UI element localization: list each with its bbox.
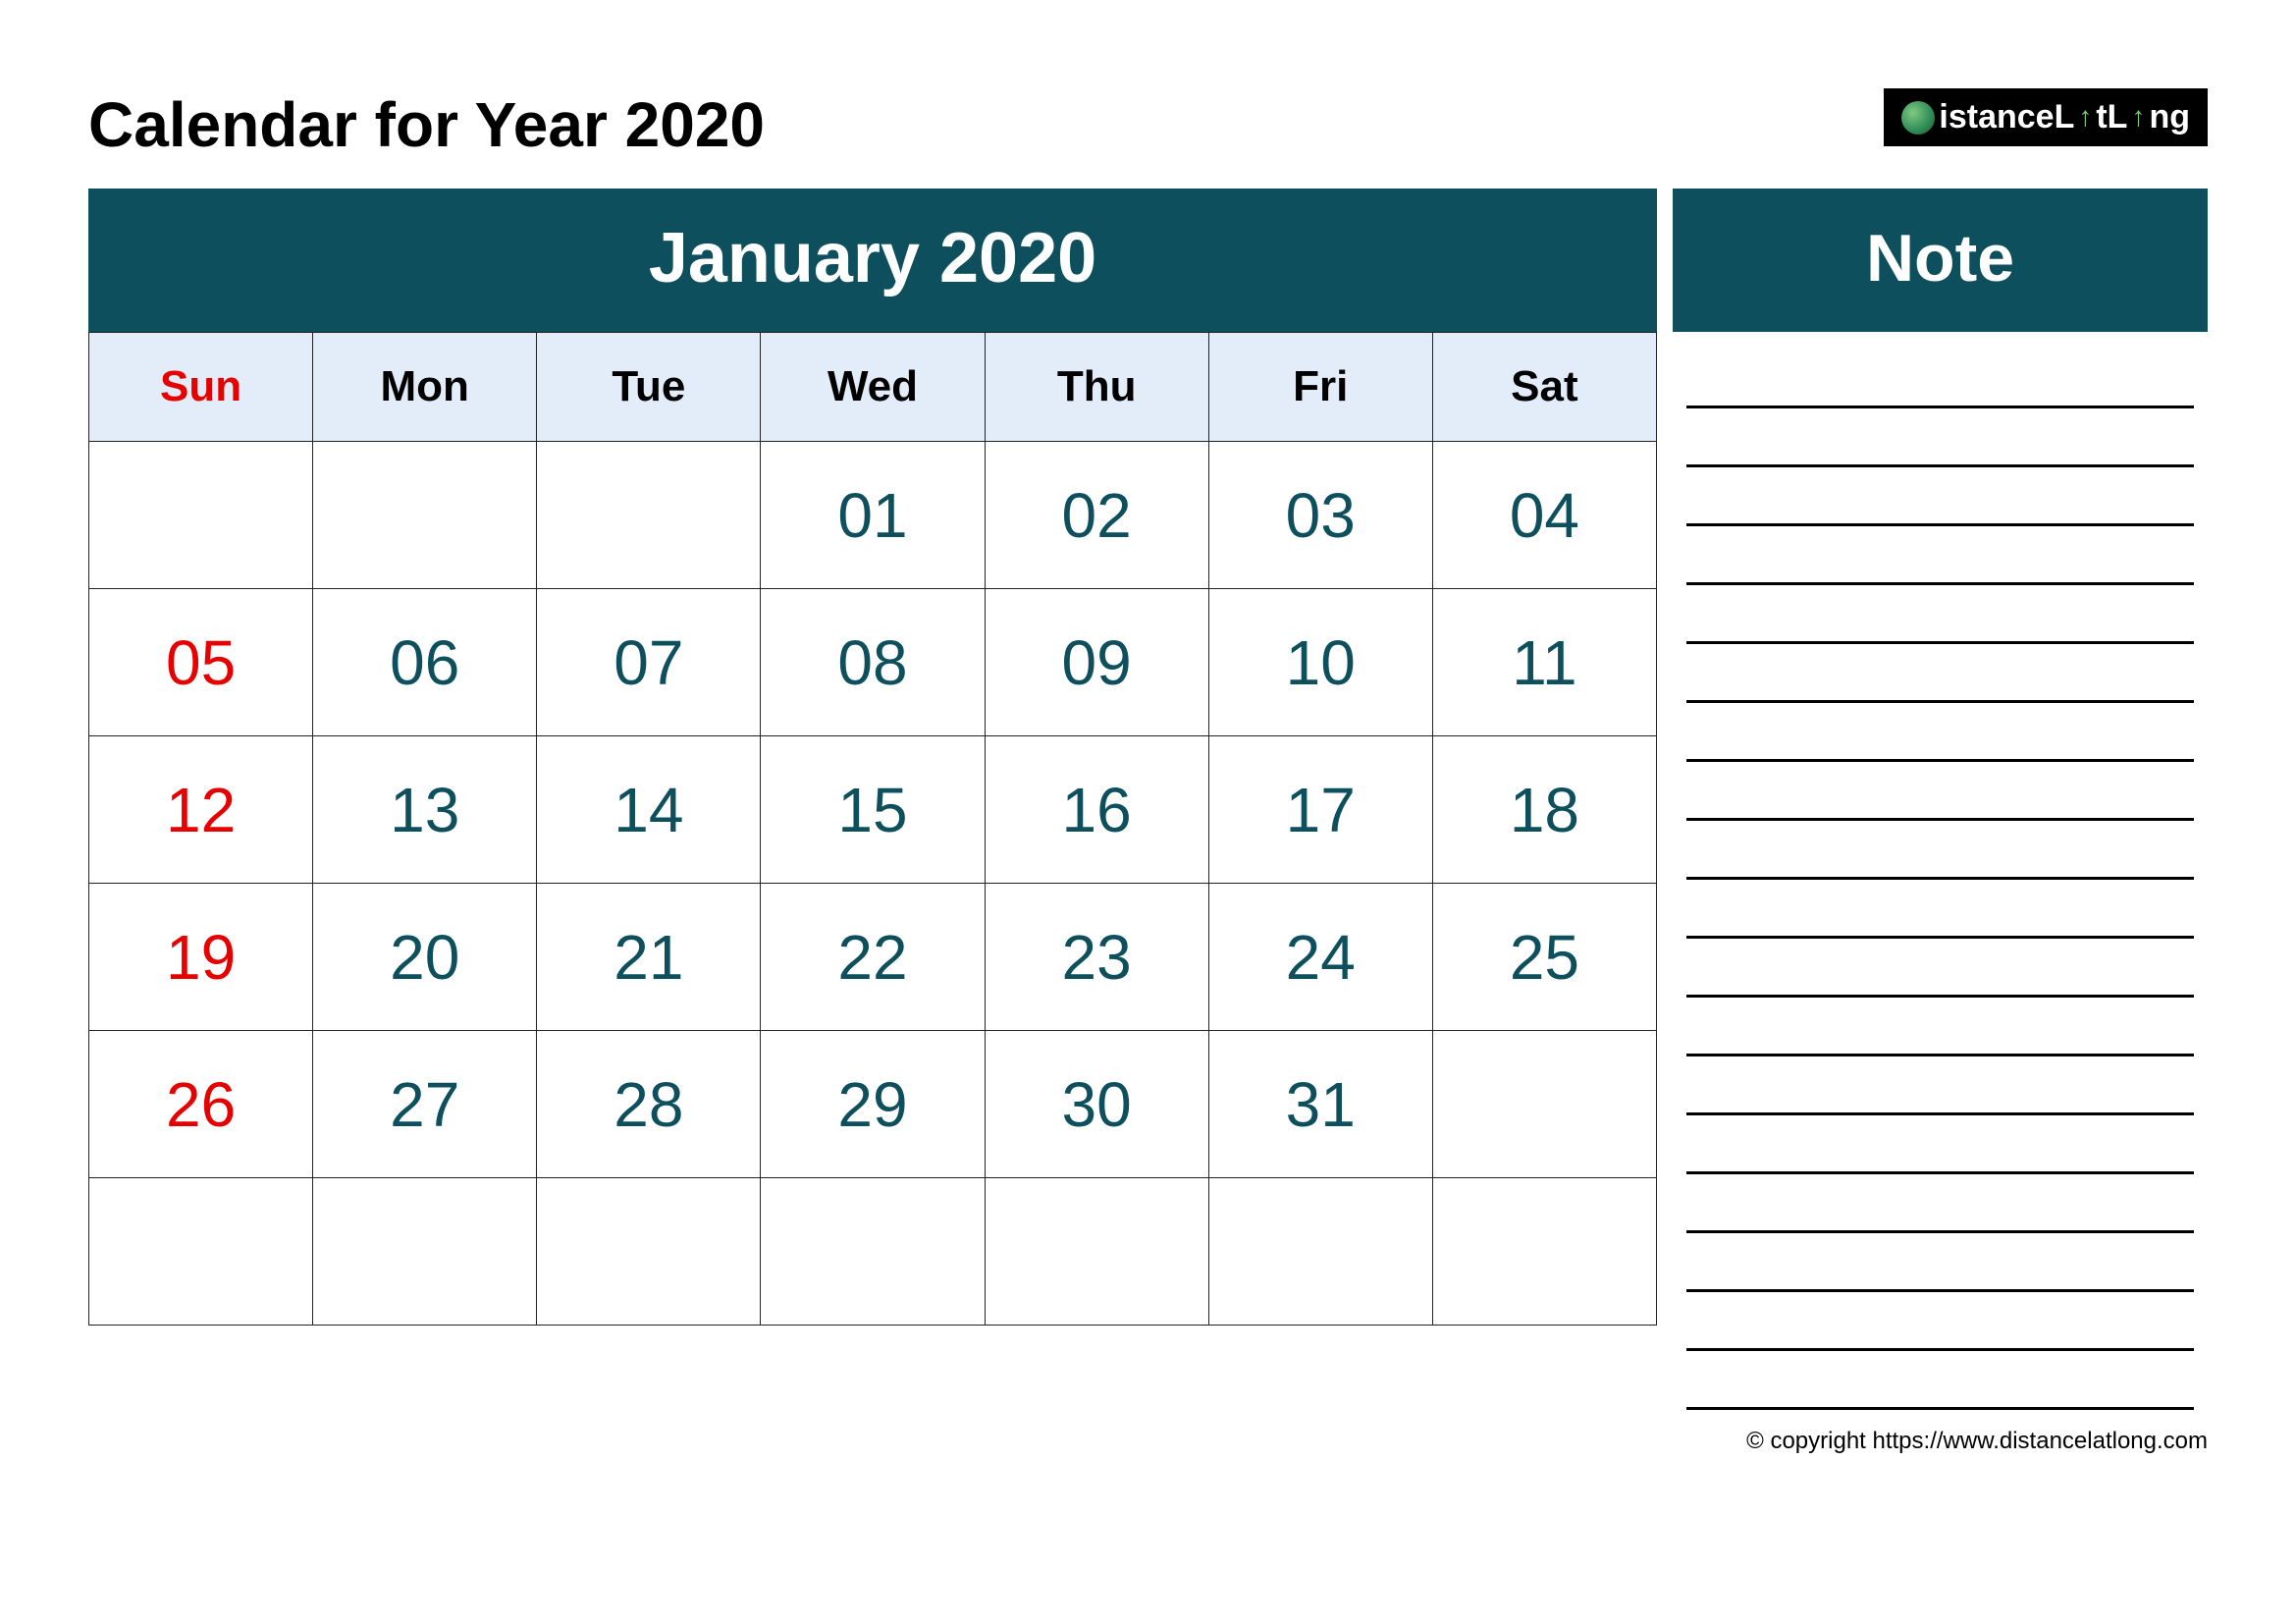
copyright-text: © copyright https://www.distancelatlong.… — [88, 1428, 2208, 1455]
calendar-day-cell: 04 — [1432, 442, 1656, 589]
calendar-day-cell: 24 — [1208, 884, 1432, 1031]
globe-icon — [1901, 101, 1935, 135]
calendar-day-cell — [1208, 1178, 1432, 1326]
calendar-day-cell: 03 — [1208, 442, 1432, 589]
note-line — [1686, 1115, 2194, 1174]
note-line — [1686, 703, 2194, 762]
note-line — [1686, 880, 2194, 939]
weekday-tue: Tue — [537, 333, 761, 442]
calendar-day-cell — [537, 442, 761, 589]
calendar-day-cell: 20 — [313, 884, 537, 1031]
up-arrow-icon: ↑ — [2078, 109, 2092, 126]
calendar-day-cell — [537, 1178, 761, 1326]
notes-header: Note — [1673, 189, 2208, 332]
calendar-day-cell — [985, 1178, 1208, 1326]
calendar-day-cell: 01 — [761, 442, 985, 589]
calendar-day-cell — [1432, 1178, 1656, 1326]
note-line — [1686, 1174, 2194, 1233]
calendar-week-row: 19202122232425 — [89, 884, 1657, 1031]
calendar-day-cell: 10 — [1208, 589, 1432, 736]
calendar-day-cell: 19 — [89, 884, 313, 1031]
calendar-day-cell: 16 — [985, 736, 1208, 884]
calendar-grid: Sun Mon Tue Wed Thu Fri Sat 010203040506… — [88, 332, 1657, 1326]
calendar-day-cell: 23 — [985, 884, 1208, 1031]
calendar-day-cell: 13 — [313, 736, 537, 884]
page-title: Calendar for Year 2020 — [88, 88, 765, 161]
logo-text-2: tL — [2096, 98, 2127, 136]
calendar-day-cell: 29 — [761, 1031, 985, 1178]
month-header: January 2020 — [88, 189, 1657, 332]
calendar-day-cell: 18 — [1432, 736, 1656, 884]
calendar-day-cell: 27 — [313, 1031, 537, 1178]
calendar-day-cell: 06 — [313, 589, 537, 736]
note-line — [1686, 467, 2194, 526]
note-line — [1686, 526, 2194, 585]
note-line — [1686, 408, 2194, 467]
calendar-day-cell: 09 — [985, 589, 1208, 736]
calendar-day-cell — [89, 442, 313, 589]
calendar-day-cell: 26 — [89, 1031, 313, 1178]
calendar-day-cell: 08 — [761, 589, 985, 736]
calendar-day-cell — [1432, 1031, 1656, 1178]
calendar-day-cell: 05 — [89, 589, 313, 736]
calendar-week-row: 05060708091011 — [89, 589, 1657, 736]
weekday-row: Sun Mon Tue Wed Thu Fri Sat — [89, 333, 1657, 442]
calendar-day-cell: 07 — [537, 589, 761, 736]
calendar-day-cell: 31 — [1208, 1031, 1432, 1178]
up-arrow-icon-2: ↑ — [2131, 109, 2145, 126]
weekday-wed: Wed — [761, 333, 985, 442]
note-line — [1686, 939, 2194, 998]
note-line — [1686, 1056, 2194, 1115]
note-line — [1686, 585, 2194, 644]
calendar-day-cell: 21 — [537, 884, 761, 1031]
note-line — [1686, 1233, 2194, 1292]
calendar-day-cell: 14 — [537, 736, 761, 884]
calendar-day-cell — [89, 1178, 313, 1326]
weekday-sat: Sat — [1432, 333, 1656, 442]
calendar-day-cell: 02 — [985, 442, 1208, 589]
note-line — [1686, 821, 2194, 880]
calendar-week-row: 262728293031 — [89, 1031, 1657, 1178]
notes-lines — [1673, 332, 2208, 1410]
calendar-day-cell: 30 — [985, 1031, 1208, 1178]
note-line — [1686, 762, 2194, 821]
calendar-day-cell: 25 — [1432, 884, 1656, 1031]
note-line — [1686, 1351, 2194, 1410]
weekday-fri: Fri — [1208, 333, 1432, 442]
weekday-mon: Mon — [313, 333, 537, 442]
brand-logo: istanceL↑tL↑ng — [1884, 88, 2208, 146]
calendar-day-cell: 28 — [537, 1031, 761, 1178]
note-line — [1686, 350, 2194, 408]
calendar-day-cell: 22 — [761, 884, 985, 1031]
note-line — [1686, 998, 2194, 1056]
logo-text-1: istanceL — [1939, 98, 2074, 136]
calendar-day-cell — [761, 1178, 985, 1326]
calendar-day-cell: 11 — [1432, 589, 1656, 736]
calendar-day-cell — [313, 442, 537, 589]
logo-text-3: ng — [2149, 98, 2190, 136]
note-line — [1686, 1292, 2194, 1351]
calendar-day-cell: 15 — [761, 736, 985, 884]
calendar-week-row — [89, 1178, 1657, 1326]
weekday-thu: Thu — [985, 333, 1208, 442]
note-line — [1686, 644, 2194, 703]
calendar-day-cell — [313, 1178, 537, 1326]
calendar-day-cell: 17 — [1208, 736, 1432, 884]
calendar-panel: January 2020 Sun Mon Tue Wed Thu Fri Sat… — [88, 189, 1657, 1410]
calendar-week-row: 01020304 — [89, 442, 1657, 589]
weekday-sun: Sun — [89, 333, 313, 442]
calendar-day-cell: 12 — [89, 736, 313, 884]
calendar-week-row: 12131415161718 — [89, 736, 1657, 884]
notes-panel: Note — [1673, 189, 2208, 1410]
